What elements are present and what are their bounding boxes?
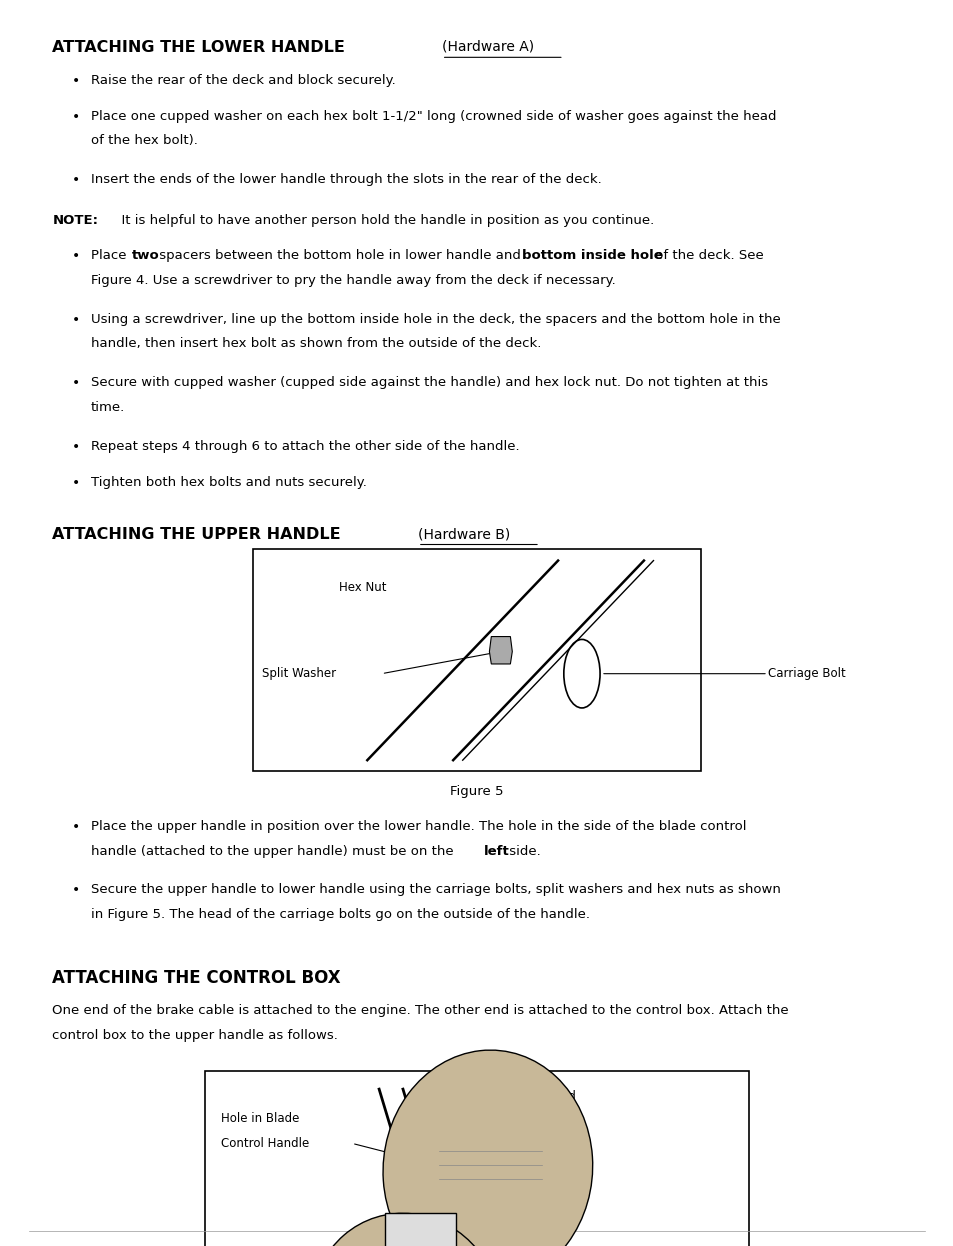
Text: •: • [71,376,80,390]
Text: Carriage Bolt: Carriage Bolt [767,667,844,680]
Text: Secure the upper handle to lower handle using the carriage bolts, split washers : Secure the upper handle to lower handle … [91,883,780,896]
Text: Tighten both hex bolts and nuts securely.: Tighten both hex bolts and nuts securely… [91,476,366,488]
Text: •: • [71,173,80,187]
Text: (Hardware B): (Hardware B) [417,527,510,541]
Text: Secure with cupped washer (cupped side against the handle) and hex lock nut. Do : Secure with cupped washer (cupped side a… [91,376,767,389]
Text: ATTACHING THE UPPER HANDLE: ATTACHING THE UPPER HANDLE [52,527,341,542]
Bar [253,549,700,771]
Bar [384,1214,456,1246]
Text: Hex Nut: Hex Nut [338,581,386,593]
Text: Place the upper handle in position over the lower handle. The hole in the side o: Place the upper handle in position over … [91,820,745,832]
Text: "Z" End: "Z" End [531,1090,576,1103]
Text: Hole in Blade: Hole in Blade [221,1111,299,1125]
Text: NOTE:: NOTE: [52,214,98,227]
Text: ATTACHING THE LOWER HANDLE: ATTACHING THE LOWER HANDLE [52,40,345,55]
Text: Split Washer: Split Washer [262,667,336,680]
Text: •: • [71,249,80,263]
Text: of the deck. See: of the deck. See [650,249,762,262]
Text: Figure 5: Figure 5 [450,785,503,797]
Text: Figure 4. Use a screwdriver to pry the handle away from the deck if necessary.: Figure 4. Use a screwdriver to pry the h… [91,274,615,287]
Text: •: • [71,820,80,834]
Text: Raise the rear of the deck and block securely.: Raise the rear of the deck and block sec… [91,74,395,86]
Text: •: • [71,74,80,87]
Text: bottom inside hole: bottom inside hole [521,249,662,262]
Text: Using a screwdriver, line up the bottom inside hole in the deck, the spacers and: Using a screwdriver, line up the bottom … [91,313,780,325]
Ellipse shape [383,1050,592,1246]
Text: •: • [71,440,80,454]
Text: •: • [71,476,80,490]
Text: handle (attached to the upper handle) must be on the: handle (attached to the upper handle) mu… [91,845,457,857]
Text: spacers between the bottom hole in lower handle and: spacers between the bottom hole in lower… [154,249,524,262]
Text: in Figure 5. The head of the carriage bolts go on the outside of the handle.: in Figure 5. The head of the carriage bo… [91,908,589,921]
Text: time.: time. [91,401,125,414]
Text: Control Handle: Control Handle [221,1136,310,1150]
Text: Place one cupped washer on each hex bolt 1-1/2" long (crowned side of washer goe: Place one cupped washer on each hex bolt… [91,110,776,122]
Text: Place: Place [91,249,131,262]
Polygon shape [489,637,512,664]
Text: One end of the brake cable is attached to the engine. The other end is attached : One end of the brake cable is attached t… [52,1004,788,1017]
Text: Repeat steps 4 through 6 to attach the other side of the handle.: Repeat steps 4 through 6 to attach the o… [91,440,518,452]
Text: side.: side. [504,845,539,857]
Text: •: • [71,110,80,123]
Ellipse shape [311,1214,501,1246]
Text: ATTACHING THE CONTROL BOX: ATTACHING THE CONTROL BOX [52,969,341,987]
Text: Cable: Cable [531,1140,564,1154]
Text: of the hex bolt).: of the hex bolt). [91,135,197,147]
Text: •: • [71,313,80,326]
Text: •: • [71,883,80,897]
Text: control box to the upper handle as follows.: control box to the upper handle as follo… [52,1029,338,1042]
Text: (Hardware A): (Hardware A) [441,40,534,54]
Text: handle, then insert hex bolt as shown from the outside of the deck.: handle, then insert hex bolt as shown fr… [91,338,540,350]
Bar [205,1072,748,1246]
Text: of Brake: of Brake [531,1115,579,1128]
Text: Insert the ends of the lower handle through the slots in the rear of the deck.: Insert the ends of the lower handle thro… [91,173,600,186]
Text: 9: 9 [472,1219,481,1232]
Text: It is helpful to have another person hold the handle in position as you continue: It is helpful to have another person hol… [112,214,653,227]
Text: left: left [483,845,509,857]
Text: two: two [132,249,159,262]
